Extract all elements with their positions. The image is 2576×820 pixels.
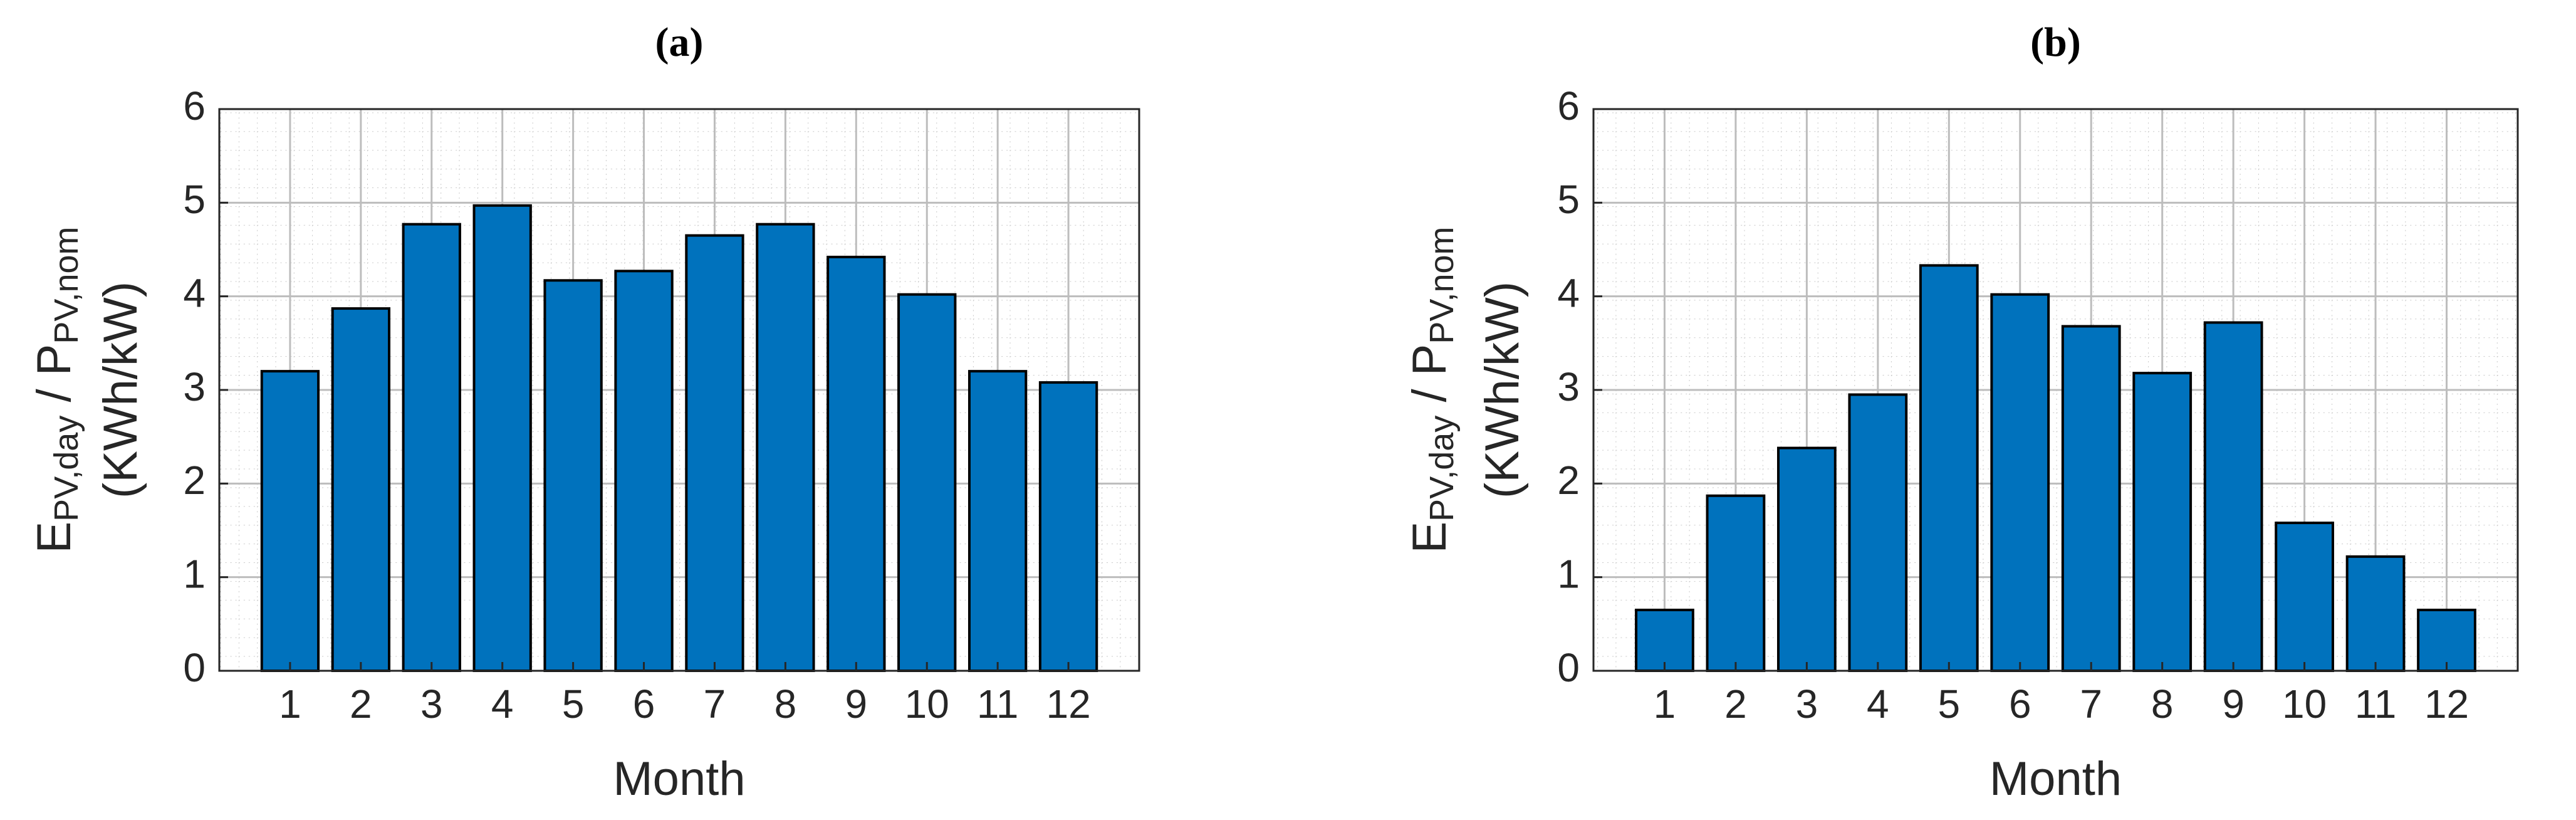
- bar: [756, 223, 815, 672]
- x-tick-label: 7: [704, 681, 726, 727]
- y-axis-label: EPV,day / PPV,nom: [1403, 226, 1461, 553]
- bar: [1919, 264, 1979, 672]
- chart-title: (a): [655, 19, 704, 65]
- y-tick-label: 0: [1557, 645, 1580, 690]
- x-axis-label: Month: [613, 752, 745, 806]
- y-tick-label: 4: [1557, 271, 1580, 316]
- bar: [1990, 293, 2050, 672]
- y-tick-label: 2: [1557, 458, 1580, 503]
- y-label-part: / P: [28, 344, 81, 416]
- bar: [260, 370, 320, 673]
- y-axis-label-units: (KWh/kW): [1476, 281, 1529, 498]
- x-tick-label: 10: [905, 681, 949, 727]
- axes-box: [218, 108, 1140, 672]
- x-tick-label: 11: [2355, 681, 2396, 727]
- bar: [967, 370, 1028, 673]
- y-tick-label: 2: [183, 458, 206, 503]
- bar: [1848, 393, 1908, 672]
- y-tick-label: 6: [183, 83, 206, 129]
- x-tick-label: 7: [2080, 681, 2102, 727]
- y-tick-label: 1: [1557, 552, 1580, 597]
- y-axis-label: EPV,day / PPV,nom: [28, 226, 85, 553]
- bar: [1038, 381, 1098, 672]
- bar: [685, 234, 744, 673]
- bar: [2345, 555, 2406, 673]
- x-tick-label: 12: [1046, 681, 1090, 727]
- x-tick-label: 5: [562, 681, 585, 727]
- y-label-part: E: [1403, 522, 1456, 554]
- y-label-part: E: [28, 522, 81, 554]
- bar: [2275, 522, 2334, 673]
- x-tick-label: 6: [2009, 681, 2031, 727]
- axes-box: [1592, 108, 2519, 672]
- bar: [1777, 446, 1837, 672]
- bar: [2061, 325, 2121, 672]
- y-tick-label: 5: [1557, 177, 1580, 222]
- y-label-subscript: PV,nom: [1423, 226, 1461, 344]
- bar: [1635, 608, 1694, 673]
- bar: [2203, 321, 2263, 672]
- bar: [402, 223, 461, 672]
- y-label-subscript: PV,day: [48, 416, 85, 522]
- y-tick-label: 0: [183, 645, 206, 690]
- y-label-subscript: PV,day: [1423, 416, 1461, 522]
- x-tick-label: 11: [977, 681, 1018, 727]
- x-tick-label: 1: [279, 681, 301, 727]
- y-axis-label-units: (KWh/kW): [94, 281, 147, 498]
- x-tick-label: 4: [491, 681, 514, 727]
- y-tick-label: 4: [183, 271, 206, 316]
- bar: [472, 204, 532, 672]
- x-tick-label: 12: [2424, 681, 2469, 727]
- bar: [2417, 608, 2476, 673]
- x-axis-label: Month: [1989, 752, 2122, 806]
- y-tick-label: 3: [183, 364, 206, 409]
- y-tick-label: 3: [1557, 364, 1580, 409]
- bar: [2132, 372, 2193, 672]
- x-tick-label: 2: [350, 681, 372, 727]
- bar: [897, 293, 957, 672]
- y-tick-label: 5: [183, 177, 206, 222]
- bar: [614, 270, 674, 672]
- x-tick-label: 9: [2222, 681, 2245, 727]
- bar: [1706, 494, 1766, 672]
- y-label-part: / P: [1403, 344, 1456, 416]
- y-label-subscript: PV,nom: [48, 226, 85, 344]
- x-tick-label: 10: [2282, 681, 2327, 727]
- x-tick-label: 9: [845, 681, 868, 727]
- bar: [331, 307, 391, 672]
- x-tick-label: 4: [1867, 681, 1889, 727]
- y-tick-label: 6: [1557, 83, 1580, 129]
- x-tick-label: 3: [420, 681, 443, 727]
- bar: [543, 279, 603, 672]
- x-tick-label: 1: [1654, 681, 1676, 727]
- x-tick-label: 6: [633, 681, 655, 727]
- x-tick-label: 3: [1796, 681, 1818, 727]
- bar: [827, 255, 886, 672]
- chart-title: (b): [2030, 19, 2081, 65]
- x-tick-label: 8: [774, 681, 797, 727]
- x-tick-label: 5: [1938, 681, 1961, 727]
- x-tick-label: 8: [2151, 681, 2174, 727]
- x-tick-label: 2: [1724, 681, 1747, 727]
- y-tick-label: 1: [183, 552, 206, 597]
